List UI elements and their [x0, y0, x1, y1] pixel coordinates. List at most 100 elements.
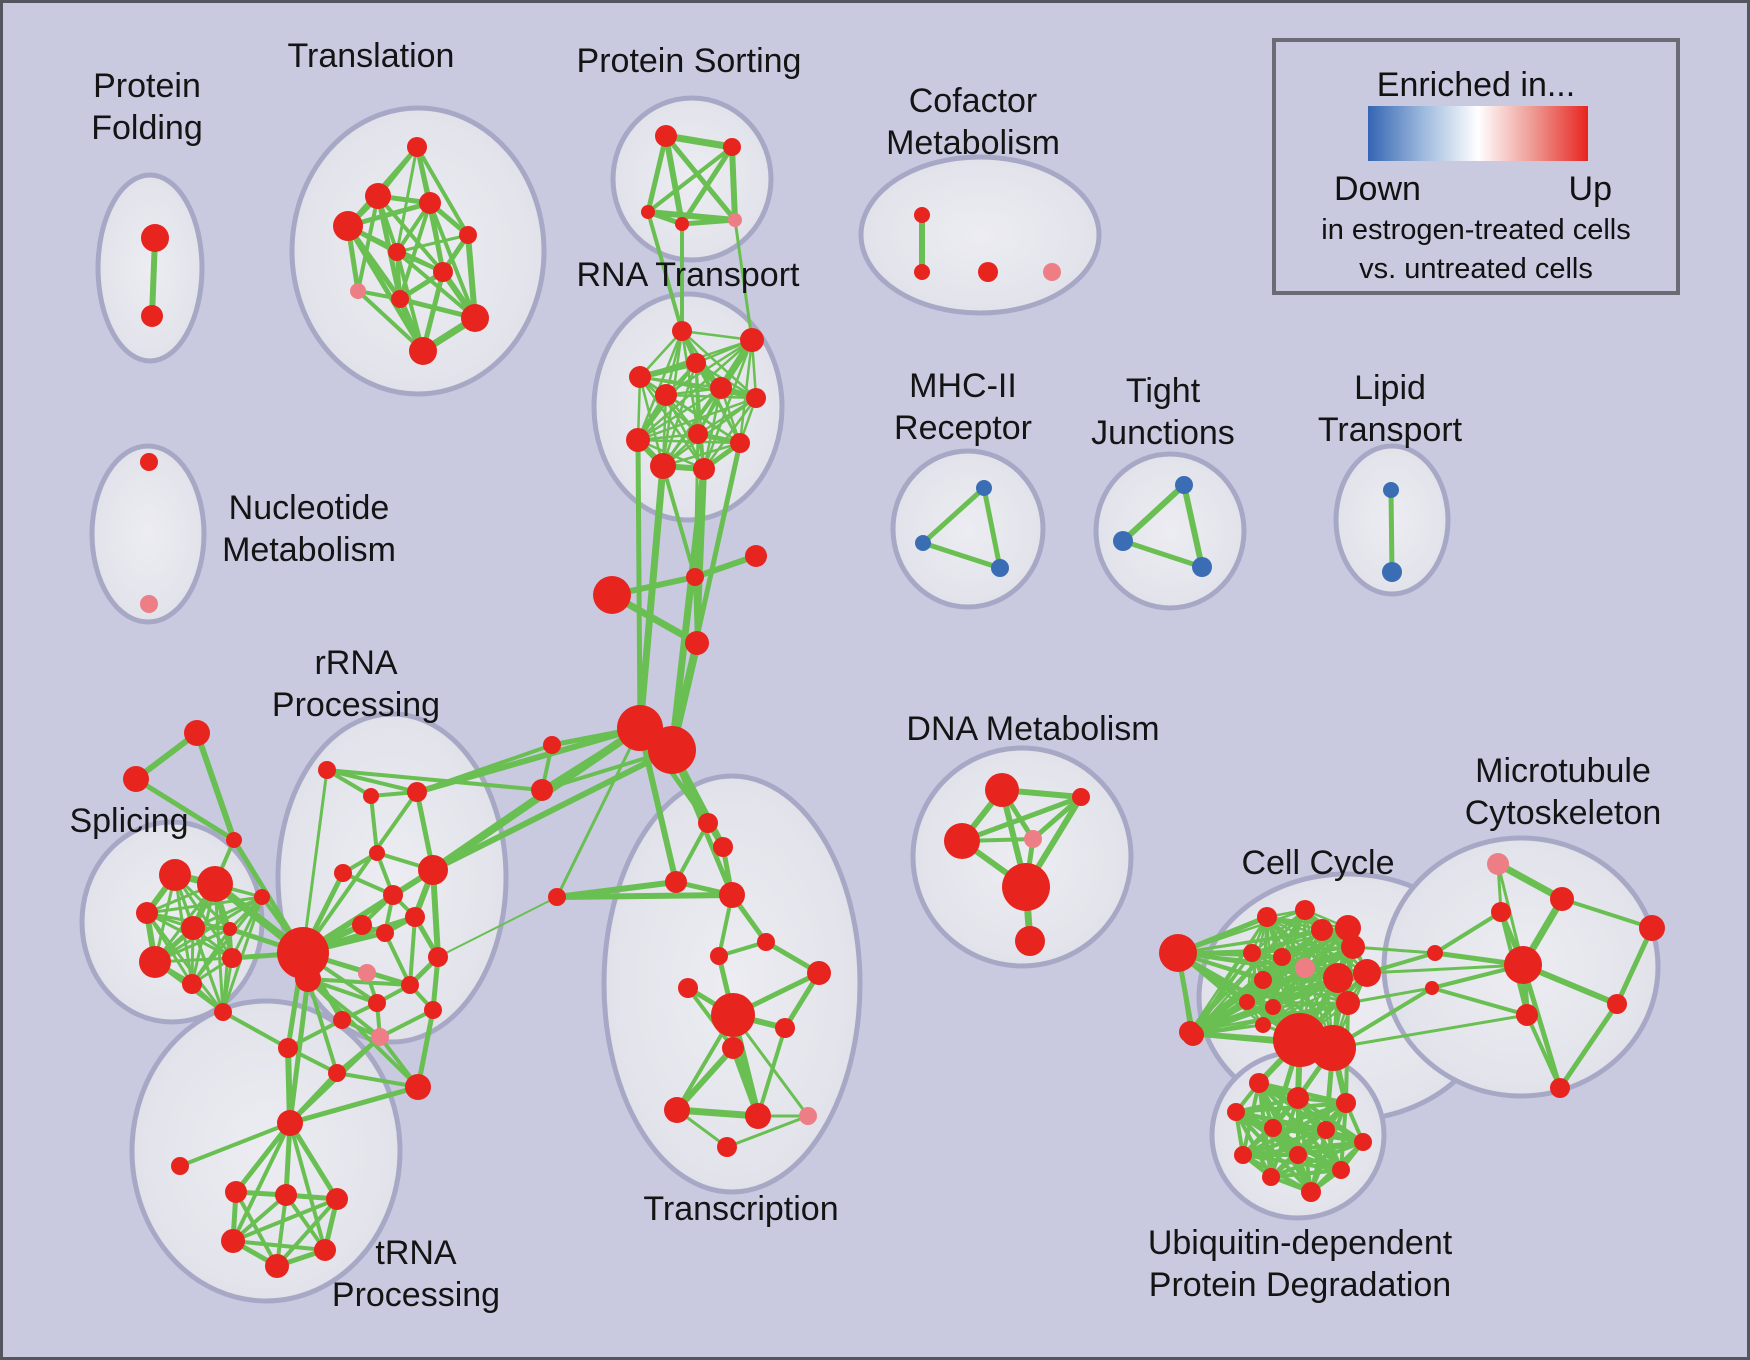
gene-set-node-red — [1255, 1017, 1271, 1033]
edge — [383, 932, 412, 986]
edge — [729, 146, 738, 221]
cluster-label-cofactor-metabolism-line1: Cofactor — [909, 82, 1038, 120]
cluster-label-mhc-ii-receptor-line1: MHC-II — [909, 367, 1017, 405]
gene-set-node-red — [1639, 915, 1665, 941]
gene-set-node-red — [1254, 971, 1272, 989]
gene-set-node-red — [1354, 1133, 1372, 1151]
gene-set-node-red — [655, 384, 677, 406]
edge — [1188, 916, 1269, 1033]
edge — [1433, 910, 1503, 955]
cluster-label-microtubule-cytoskeleton-line1: Microtubule — [1475, 752, 1651, 790]
cluster-label-ubiquitin-degradation-line1: Ubiquitin-dependent — [1148, 1224, 1453, 1262]
edge — [379, 1008, 434, 1039]
gene-set-node-red — [182, 974, 202, 994]
cluster-label-translation-line1: Translation — [288, 37, 455, 75]
edge — [415, 145, 470, 237]
gene-set-node-red — [685, 631, 709, 655]
edge — [1557, 1002, 1620, 1090]
gene-set-node-red — [275, 1184, 297, 1206]
edge — [396, 233, 469, 254]
edge — [1270, 1168, 1342, 1179]
edge — [1520, 964, 1563, 1089]
edge — [921, 486, 986, 545]
gene-set-node-red — [710, 377, 732, 399]
gene-set-node-red — [277, 1110, 303, 1136]
legend-down-label: Down — [1334, 170, 1421, 208]
edge — [674, 1045, 736, 1113]
edge — [555, 727, 642, 898]
edge — [275, 1197, 339, 1268]
edge — [1181, 484, 1205, 568]
edge — [636, 465, 667, 729]
gene-set-node-red — [664, 1097, 690, 1123]
gene-set-node-red — [1287, 1087, 1309, 1109]
edge — [1431, 986, 1528, 1017]
cluster-ellipse-nucleotide-metabolism — [89, 443, 207, 625]
gene-set-node-red — [223, 922, 237, 936]
gene-set-node-red — [222, 948, 242, 968]
cluster-label-protein-folding-line1: Protein — [93, 67, 201, 105]
legend-gradient-bar — [1368, 106, 1588, 161]
gene-set-node-red — [141, 305, 163, 327]
edge — [307, 977, 411, 987]
gene-set-node-red — [629, 366, 651, 388]
edge — [665, 132, 733, 151]
gene-set-node-pink — [799, 1107, 817, 1125]
edge — [726, 1114, 809, 1149]
edge — [306, 978, 339, 1074]
gene-set-node-red — [548, 888, 566, 906]
cluster-label-cofactor-metabolism-line2: Metabolism — [886, 124, 1060, 162]
gene-set-node-red — [722, 1037, 744, 1059]
gene-set-node-red — [686, 353, 706, 373]
edge — [306, 977, 382, 1039]
edge — [415, 1009, 436, 1088]
edge — [284, 1193, 327, 1252]
cluster-label-protein-sorting-line1: Protein Sorting — [577, 42, 802, 80]
gene-set-node-red — [1289, 1146, 1307, 1164]
cluster-label-dna-metabolism-line1: DNA Metabolism — [906, 710, 1159, 748]
edge — [192, 895, 263, 930]
gene-set-node-red — [1550, 887, 1574, 911]
gene-set-node-red — [333, 211, 363, 241]
gene-set-node-red — [461, 304, 489, 332]
edge — [408, 916, 417, 986]
gene-set-node-blue — [976, 480, 992, 496]
gene-set-node-red — [1262, 1168, 1280, 1186]
edge — [287, 978, 311, 1124]
edge — [356, 289, 425, 353]
gene-set-node-red — [334, 864, 352, 882]
gene-set-node-red — [543, 736, 561, 754]
edge — [1270, 1140, 1364, 1179]
edge — [668, 468, 708, 751]
gene-set-node-red — [1336, 1093, 1356, 1113]
gene-set-node-red — [757, 933, 775, 951]
gene-set-node-red — [648, 726, 696, 774]
gene-set-node-red — [1491, 902, 1511, 922]
edge — [1352, 945, 1436, 955]
gene-set-node-red — [139, 946, 171, 978]
edge — [663, 135, 685, 225]
gene-set-node-blue — [1113, 531, 1133, 551]
cluster-label-trna-processing-line2: Processing — [332, 1276, 500, 1314]
gene-set-node-red — [1249, 1073, 1269, 1093]
edge — [1525, 1014, 1562, 1089]
edge — [287, 1018, 343, 1050]
cluster-label-lipid-transport-line2: Transport — [1318, 411, 1463, 449]
edge — [1251, 909, 1306, 954]
edge — [665, 393, 757, 400]
gene-set-node-red — [1336, 991, 1360, 1015]
gene-set-node-blue — [991, 559, 1009, 577]
cluster-label-cell-cycle-line1: Cell Cycle — [1241, 844, 1394, 882]
gene-set-node-red — [807, 961, 831, 985]
gene-set-node-blue — [1382, 562, 1402, 582]
edge — [145, 912, 225, 1013]
cluster-label-splicing-line1: Splicing — [69, 802, 188, 840]
edge — [922, 540, 1001, 571]
gene-set-node-red — [914, 207, 930, 223]
legend-subtitle-line2: vs. untreated cells — [1359, 253, 1593, 285]
gene-set-node-red — [424, 1001, 442, 1019]
gene-set-node-red — [376, 924, 394, 942]
gene-set-node-red — [730, 433, 750, 453]
gene-set-node-red — [978, 262, 998, 282]
gene-set-node-red — [688, 424, 708, 444]
